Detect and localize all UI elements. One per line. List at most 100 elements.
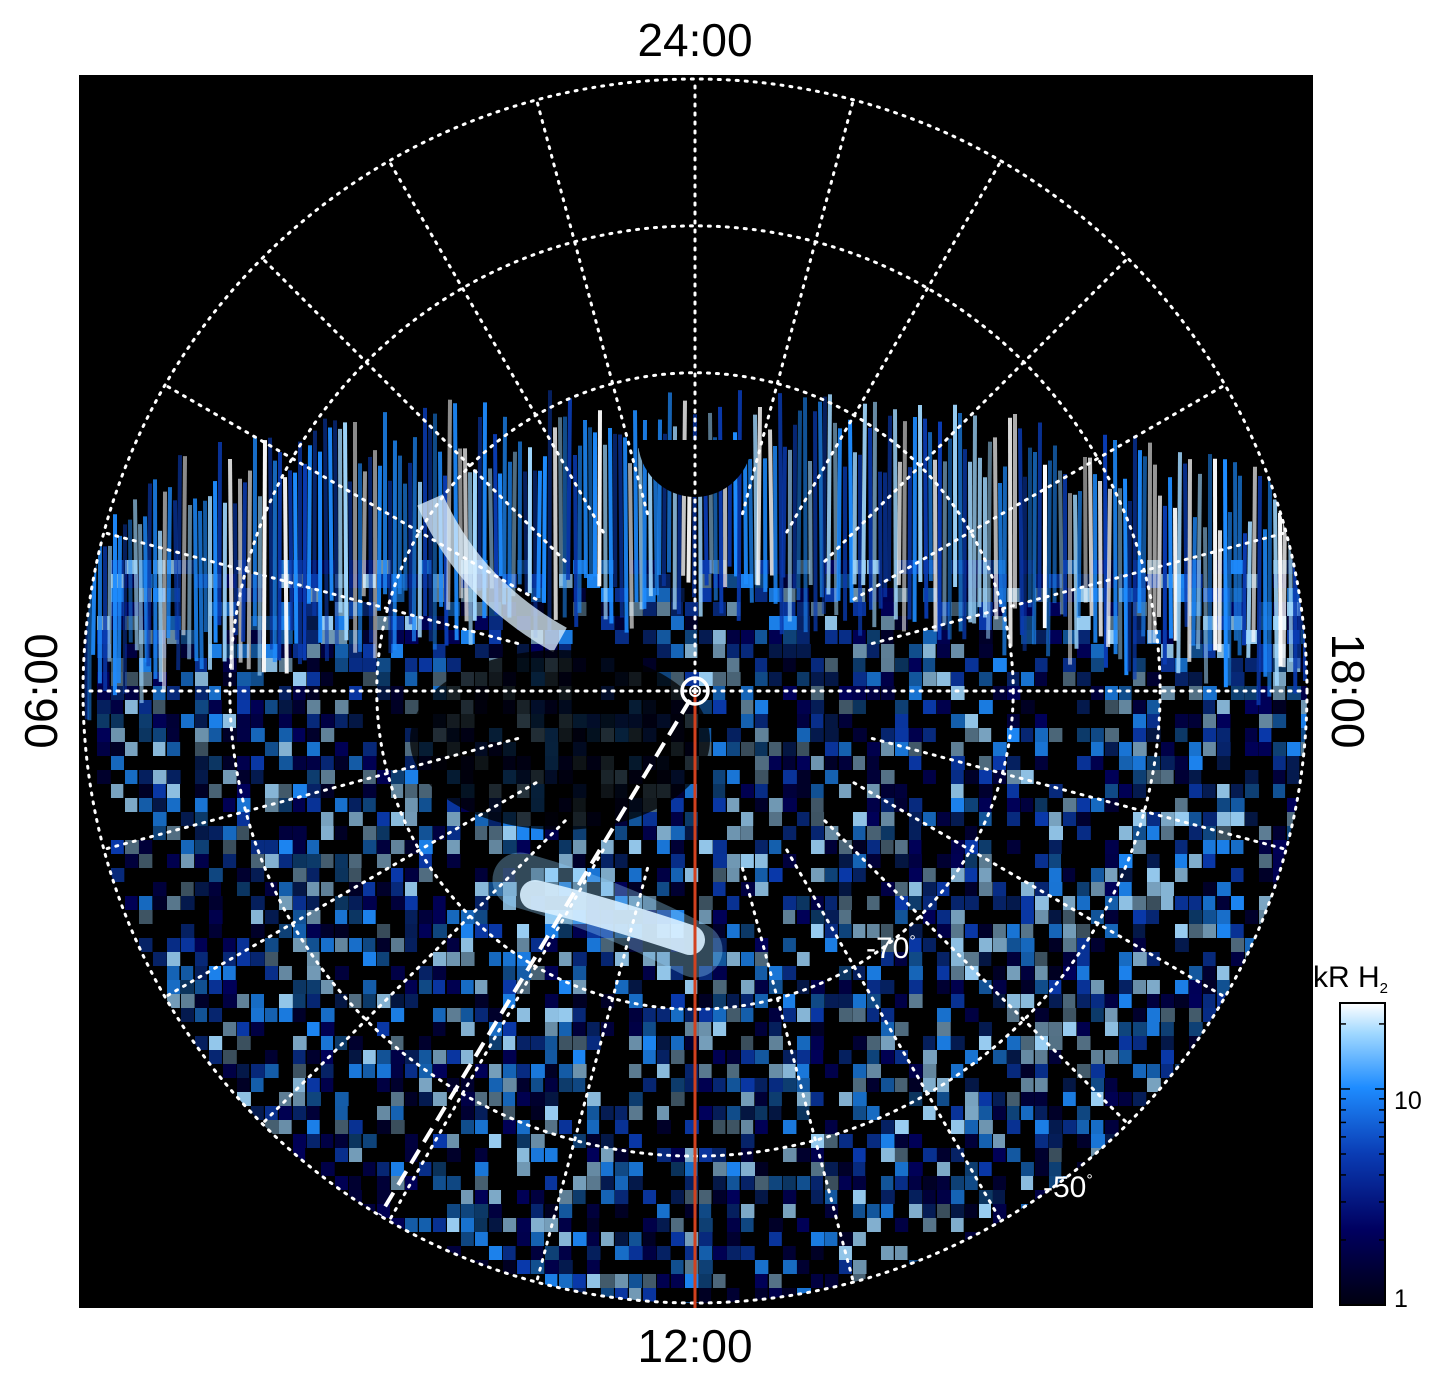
noise-pixel [1203,784,1216,798]
oval-streak [928,432,933,581]
noise-pixel [321,980,334,994]
oval-streak [736,390,742,621]
oval-streak [158,530,163,682]
noise-pixel [713,910,727,924]
noise-pixel [279,714,292,728]
noise-pixel [433,1092,447,1106]
noise-pixel [867,896,880,910]
noise-pixel [377,938,390,952]
noise-pixel [629,1246,643,1260]
noise-pixel [1021,924,1034,938]
noise-pixel [279,700,293,714]
noise-pixel [1077,896,1091,910]
noise-pixel [741,1176,755,1190]
noise-pixel [503,1218,517,1232]
noise-pixel [1021,896,1034,910]
noise-pixel [363,658,377,672]
local-time-meridian [870,737,1288,851]
noise-pixel [573,1274,586,1288]
noise-pixel [251,868,265,882]
noise-pixel [405,700,419,714]
oval-streak [1267,473,1272,697]
noise-pixel [335,1092,349,1106]
noise-pixel [1175,938,1189,952]
noise-pixel [769,742,782,756]
noise-pixel [867,672,881,686]
noise-pixel [1007,798,1021,812]
noise-pixel [181,966,194,980]
noise-pixel [671,616,684,630]
noise-pixel [1217,784,1230,798]
noise-pixel [783,770,797,784]
noise-pixel [853,1190,866,1204]
noise-pixel [363,910,376,924]
noise-pixel [279,854,293,868]
noise-pixel [825,938,838,952]
noise-pixel [181,994,195,1008]
noise-pixel [195,994,209,1008]
noise-pixel [223,994,237,1008]
oval-streak [541,456,547,603]
oval-streak [577,445,582,613]
noise-pixel [1063,924,1077,938]
local-time-meridian [535,98,649,516]
noise-pixel [1147,980,1160,994]
oval-streak [1191,517,1197,646]
noise-pixel [867,1078,880,1092]
noise-pixel [1091,644,1105,658]
noise-pixel [727,798,740,812]
noise-pixel [895,952,908,966]
noise-pixel [1077,630,1091,644]
noise-pixel [853,1008,866,1022]
noise-pixel [1007,1148,1021,1162]
noise-pixel [405,882,418,896]
noise-pixel [853,1204,866,1218]
noise-pixel [111,728,125,742]
noise-pixel [909,798,923,812]
noise-pixel [153,742,166,756]
noise-pixel [923,1218,937,1232]
noise-pixel [1105,686,1118,700]
noise-pixel [601,882,614,896]
noise-pixel [839,784,852,798]
noise-pixel [1175,840,1188,854]
noise-pixel [811,826,825,840]
noise-pixel [223,980,237,994]
noise-pixel [853,686,867,700]
noise-pixel [447,938,460,952]
noise-pixel [671,1050,685,1064]
noise-pixel [839,686,853,700]
noise-pixel [979,1204,992,1218]
noise-pixel [307,924,321,938]
noise-pixel [97,700,111,714]
noise-pixel [825,756,838,770]
noise-pixel [293,1092,306,1106]
noise-pixel [951,854,964,868]
noise-pixel [741,700,754,714]
noise-pixel [307,966,321,980]
noise-pixel [1133,1064,1146,1078]
local-time-label-right: 18:00 [1322,633,1374,748]
noise-pixel [769,1232,782,1246]
oval-streak [368,456,374,643]
noise-pixel [1147,1064,1160,1078]
noise-pixel [867,840,881,854]
oval-streak [1113,439,1118,655]
noise-pixel [321,672,334,686]
noise-pixel [1245,686,1258,700]
noise-pixel [1133,756,1146,770]
noise-pixel [461,1008,474,1022]
oval-streak [376,465,382,611]
noise-pixel [713,644,726,658]
noise-pixel [615,854,628,868]
noise-pixel [1259,728,1272,742]
noise-pixel [1217,756,1231,770]
noise-pixel [1049,882,1063,896]
noise-pixel [377,854,391,868]
noise-pixel [559,952,572,966]
noise-pixel [923,1148,937,1162]
noise-pixel [531,1148,544,1162]
noise-pixel [881,1022,895,1036]
noise-pixel [139,700,152,714]
noise-pixel [685,1274,699,1288]
